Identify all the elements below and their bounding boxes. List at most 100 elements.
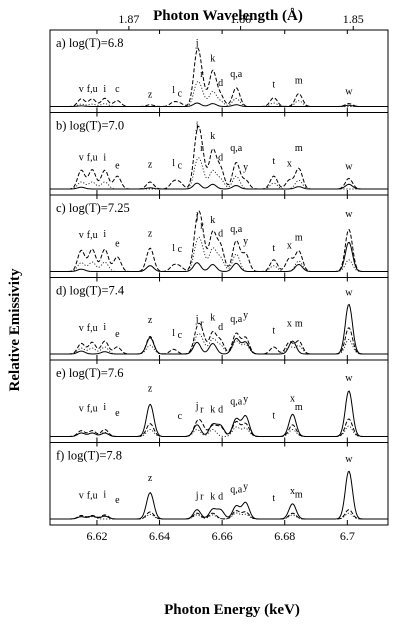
line-label: d [218,228,223,239]
line-label: d [218,492,223,503]
curve-solid [50,102,388,107]
line-label: e [115,495,120,506]
line-label: i [103,152,106,163]
line-label: v [79,152,84,163]
panel-6: f) log(T)=7.8 v f,u ie z j r k d q,a y t x m w [49,442,389,526]
line-label: j [195,314,199,325]
line-label: e [115,408,120,419]
line-label: w [345,287,353,298]
top-tick-label: 1.85 [343,12,364,26]
line-label: f,u [87,152,98,163]
line-label: k [210,404,215,415]
line-label: q,a [230,485,243,496]
line-label: e [115,160,120,171]
line-label: m [295,76,303,87]
line-label: r [200,404,204,415]
curve-solid [50,470,388,520]
curve-solid [50,390,388,437]
line-label: z [148,90,153,101]
line-label: y [243,394,248,405]
line-label: f,u [87,84,98,95]
line-label: x [290,486,295,497]
line-label: r [200,143,204,154]
line-label: q,a [230,69,243,80]
line-label: x [287,241,292,252]
line-label: r [200,69,204,80]
x-tick-label: 6.62 [86,529,107,543]
line-label: i [103,322,106,333]
line-label: z [148,315,153,326]
line-label: z [148,159,153,170]
panel-label: d) log(T)=7.4 [56,284,125,298]
line-label: v [79,230,84,241]
line-label: f,u [87,230,98,241]
line-label: j [195,121,199,132]
panel-label: e) log(T)=7.6 [56,366,123,380]
line-label: j [195,401,199,412]
line-label: q,a [230,143,243,154]
line-label: f,u [87,323,98,334]
top-tick-label: 1.87 [118,12,139,26]
line-label: z [148,228,153,239]
x-tick-label: 6.68 [274,529,295,543]
line-label: y [243,310,248,321]
line-label: e [115,238,120,249]
line-label: d [218,78,223,89]
line-label: t [272,325,275,336]
line-label: w [345,209,353,220]
curve-dashed [50,125,388,190]
line-label: l [172,328,175,339]
line-label: k [210,215,215,226]
top-axis-title: Photon Wavelength (Å) [153,8,303,24]
line-label: q,a [230,314,243,325]
line-label: q,a [230,396,243,407]
line-label: c [178,330,183,341]
line-label: e [115,329,120,340]
curve-dotted [50,236,388,272]
line-label: m [295,402,303,413]
line-label: k [210,492,215,503]
top-tick-label: 1.86 [230,12,251,26]
line-label: m [295,143,303,154]
bottom-axis-ticks: 6.62 6.64 6.66 6.68 6.7 [86,529,354,543]
line-label: c [115,84,120,95]
line-label: i [103,489,106,500]
line-label: k [210,53,215,64]
panel-label: c) log(T)=7.25 [56,201,130,215]
line-label: t [272,410,275,421]
curve-solid [50,182,388,190]
y-axis-title: Relative Emissivity [7,268,23,391]
line-label: q,a [230,224,243,235]
x-axis-title: Photon Energy (keV) [164,602,300,618]
top-axis-ticks: 1.87 1.86 1.85 [118,12,364,30]
line-label: r [200,221,204,232]
line-label: t [272,493,275,504]
line-label: z [148,473,153,484]
line-label: c [178,160,183,171]
panel-label: a) log(T)=6.8 [56,36,123,50]
line-label: t [272,80,275,91]
curve-solid [50,241,388,272]
line-label: c [178,411,183,422]
x-tick-label: 6.66 [212,529,233,543]
line-label: l [172,85,175,96]
line-label: i [103,84,106,95]
line-label: t [272,243,275,254]
line-label: t [272,156,275,167]
line-label: x [287,159,292,170]
panel-frame [49,442,389,526]
line-label: w [345,87,353,98]
line-label: c [178,244,183,255]
line-label: i [103,402,106,413]
line-label: d [218,152,223,163]
line-label: y [243,482,248,493]
line-label: k [210,131,215,142]
line-label: y [243,236,248,247]
line-label: m [295,489,303,500]
panel-label: b) log(T)=7.0 [56,119,124,133]
line-label: w [345,454,353,465]
line-label: j [195,211,199,222]
panel-5: e) log(T)=7.6 v f,u ie z c j r k d q,a y t xm w [49,359,389,443]
